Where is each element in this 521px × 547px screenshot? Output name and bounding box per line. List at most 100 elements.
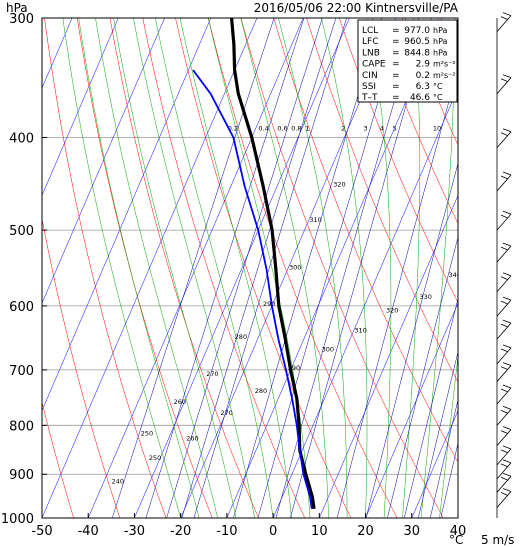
x-tick-label: 40 [450,524,467,539]
wind-barb-flag [502,210,512,215]
isotherm-lines [0,18,458,518]
isotherm-line [411,409,458,518]
wind-barb-staff [496,387,512,405]
wind-barb-staff [496,491,512,508]
y-unit-label: hPa [6,1,28,15]
index-equals: = [392,26,400,36]
x-tick-label: 30 [404,524,421,539]
dry-adiabat-line [306,18,458,383]
index-equals: = [392,93,400,103]
x-tick-label: -20 [170,524,191,539]
index-unit: hPa [433,37,448,46]
wind-profile [496,12,512,518]
x-tick-label: -40 [78,524,99,539]
y-tick-label: 800 [9,419,34,434]
mixing-ratio-line [181,18,337,518]
dry-adiabat-line [42,217,121,518]
wind-barb-flag [502,405,512,410]
mixing-ratio-line [430,398,458,518]
wind-barb-staff [496,347,512,365]
dry-adiabat-label: 330 [419,293,431,301]
isobar-grid [42,18,458,518]
index-value: 6.3 [416,82,430,92]
wind-barb-flag [500,132,509,137]
wind-barb-flag [500,276,509,281]
dry-adiabat-line [240,18,444,518]
wind-barb-staff [496,322,512,340]
dry-adiabat-line [109,18,259,518]
x-tick-label: -30 [124,524,145,539]
dry-adiabat-line [76,18,213,518]
dry-adiabat-line [339,18,458,304]
x-unit-label: °C [449,533,463,547]
wind-barb [496,272,512,293]
moist-adiabat-line [402,18,421,518]
dry-adiabat-label: 300 [289,264,301,272]
mixing-ratio-label: 4 [380,124,384,132]
grid-labels: 0.20.40.60.81234510152025303540502402502… [112,124,521,485]
dry-adiabat-lines [0,18,521,518]
dry-adiabat-line [503,18,521,518]
mixing-ratio-label: 3 [363,124,367,132]
wind-barb-staff [496,299,512,317]
wind-barb [496,210,512,231]
isotherm-line [42,18,119,197]
dry-adiabat-label: 310 [309,216,321,224]
index-value: 977.0 [404,26,430,36]
wind-barb-staff [496,77,512,94]
wind-barb-flag [502,426,512,430]
mixing-ratio-label: 35 [516,124,521,132]
dry-adiabat-label: 280 [255,387,267,395]
index-unit: °C [433,82,443,91]
wind-barb-staff [496,15,512,32]
moist-adiabat-lines [62,18,458,518]
wind-barb-staff [496,429,512,446]
wind-barb-flag [502,272,512,277]
mixing-ratio-line [440,442,458,518]
dewpoint-line [192,69,313,509]
isotherm-line [0,18,26,518]
moist-adiabat-line [95,18,218,518]
wind-barb-flag [502,488,512,492]
mixing-ratio-line [336,67,458,518]
wind-barb-staff [496,245,512,263]
index-equals: = [392,82,400,92]
wind-barb-staff [496,275,512,293]
wind-barb-flag [500,78,509,83]
wind-barb-staff [496,131,512,148]
index-value: 46.6 [410,93,430,103]
wind-barb [496,171,512,192]
x-tick-label: -10 [216,524,237,539]
mixing-ratio-label: 20 [478,124,486,132]
mixing-ratio-line [257,18,404,518]
profile-series [192,18,316,510]
dry-adiabat-label: 310 [354,327,366,335]
dry-adiabat-label: 320 [333,180,345,188]
mixing-ratio-label: 0.8 [291,124,301,132]
moist-adiabat-line [420,18,456,518]
dry-adiabat-label: 350 [480,256,492,264]
wind-barb [496,362,512,382]
mixing-ratio-line [459,18,521,518]
y-tick-label: 600 [9,300,34,315]
wind-barb [496,472,512,493]
index-name: T–T [361,93,378,103]
index-name: CIN [362,71,378,81]
index-name: LFC [362,37,378,47]
dry-adiabat-label: 260 [186,435,198,443]
mixing-ratio-line [193,18,347,518]
dry-adiabat-line [0,18,27,518]
mixing-ratio-label: 15 [459,124,467,132]
wind-barb [496,426,512,446]
index-equals: = [392,71,400,81]
dry-adiabat-line [142,18,306,518]
moist-adiabat-line [133,18,255,518]
wind-barb-staff [496,213,512,231]
isotherm-line [319,194,458,518]
wind-barb-staff [496,462,512,480]
plot-frame [41,17,459,519]
wind-barb-flag [500,348,509,353]
dry-adiabat-label: 270 [220,409,232,417]
